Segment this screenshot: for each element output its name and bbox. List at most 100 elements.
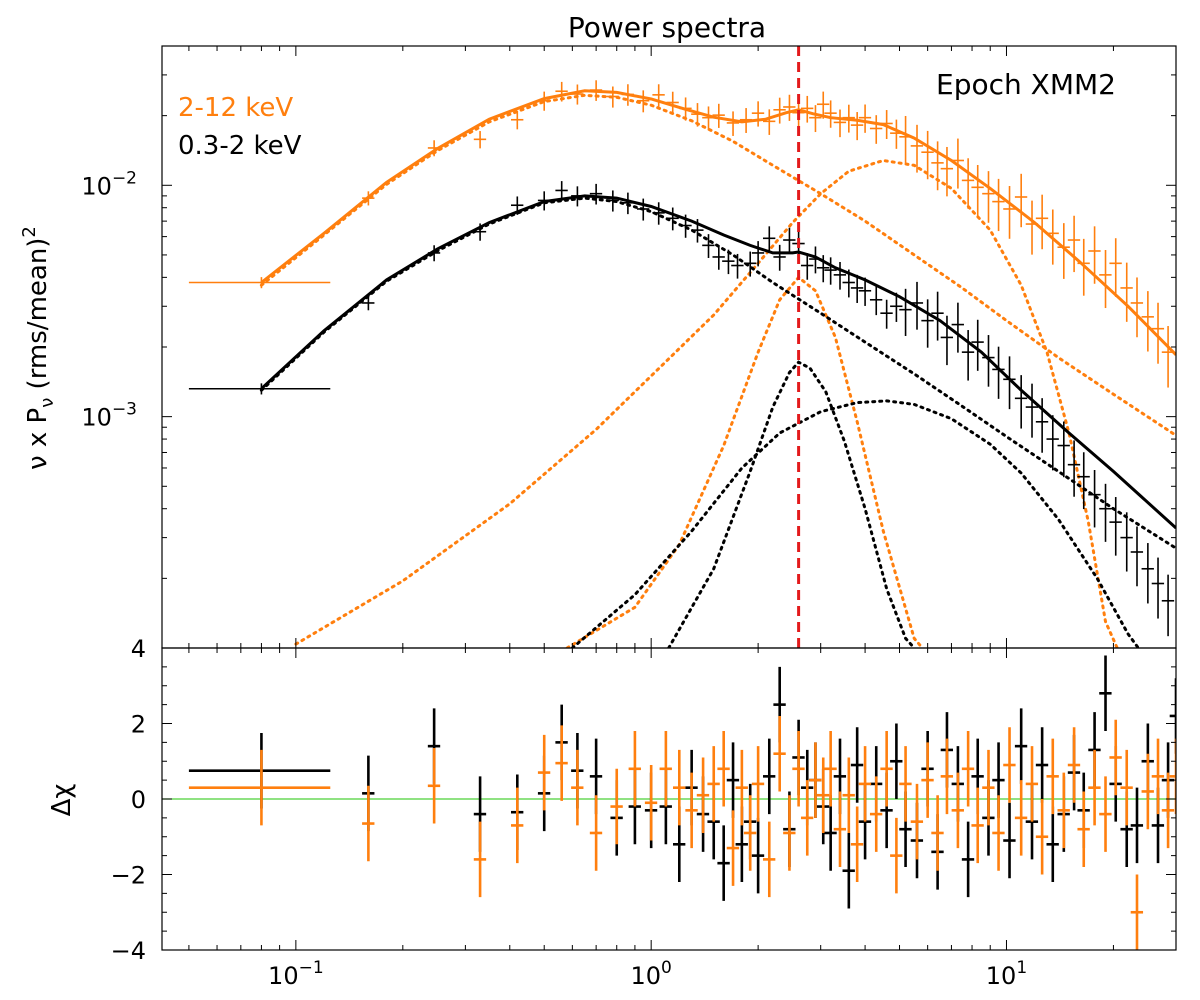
soft-data-point bbox=[783, 227, 796, 254]
hard-data-point bbox=[773, 97, 786, 124]
x-tick-exponent: 0 bbox=[661, 958, 672, 978]
soft-data-point bbox=[858, 277, 872, 306]
soft-data-point bbox=[869, 286, 883, 316]
hard-data-point bbox=[800, 95, 814, 123]
soft-data-point bbox=[555, 181, 568, 201]
hard-data-point bbox=[712, 103, 725, 128]
hard-residual-point bbox=[659, 731, 672, 807]
x-tick-label: 100 bbox=[630, 958, 671, 990]
hard-residual-point bbox=[869, 776, 883, 852]
soft-residual-point bbox=[1003, 802, 1016, 879]
hard-data-point bbox=[1067, 215, 1081, 273]
hard-residual-point bbox=[571, 749, 584, 826]
soft-residual-point bbox=[751, 817, 765, 894]
soft-data-point bbox=[940, 315, 954, 366]
soft-data-point bbox=[931, 291, 944, 341]
hard-residual-point bbox=[537, 734, 551, 811]
hard-residual-point bbox=[940, 738, 954, 815]
x-tick-base: 10 bbox=[986, 962, 1017, 990]
soft-data-point bbox=[1088, 469, 1101, 528]
soft-data-point bbox=[362, 296, 375, 311]
y-tick-label-top: 10−3 bbox=[81, 400, 137, 432]
y-label-part: (rms/mean) bbox=[23, 238, 53, 398]
soft-data-point bbox=[971, 319, 984, 371]
soft-data-point bbox=[751, 241, 765, 267]
hard-residual-point bbox=[982, 749, 995, 826]
hard-residual-point bbox=[880, 731, 893, 807]
hard-data-point bbox=[636, 90, 650, 113]
y-tick-base: 10 bbox=[81, 172, 112, 200]
hard-residual-point bbox=[783, 795, 796, 871]
hard-residual-point bbox=[842, 757, 855, 833]
y-tick-exponent: −3 bbox=[112, 400, 137, 420]
hard-residual-point bbox=[696, 757, 710, 833]
hard-residual-point bbox=[910, 783, 924, 860]
hard-residual-point bbox=[1109, 719, 1122, 796]
soft-residual-point bbox=[850, 727, 864, 803]
soft-data-point bbox=[722, 249, 735, 275]
hard-residual-point bbox=[824, 731, 837, 807]
soft-data-point bbox=[921, 299, 934, 348]
x-tick-exponent: 1 bbox=[1016, 958, 1027, 978]
soft-data-point bbox=[652, 202, 665, 225]
hard-data-point bbox=[869, 115, 883, 144]
soft-data-point bbox=[1046, 415, 1059, 471]
soft-component-3 bbox=[667, 360, 916, 648]
hard-residual-point bbox=[792, 731, 805, 807]
soft-residual-point bbox=[890, 723, 903, 799]
hard-component-2 bbox=[294, 158, 1119, 648]
top-plot-area bbox=[188, 80, 1176, 648]
hard-residual-point bbox=[726, 810, 740, 886]
soft-data-point bbox=[833, 262, 847, 290]
hard-residual-point bbox=[1099, 776, 1112, 852]
hard-data-point bbox=[1120, 262, 1133, 322]
top-panel bbox=[161, 45, 1177, 649]
soft-data-point bbox=[824, 257, 837, 285]
hard-data-point bbox=[940, 146, 954, 197]
hard-data-point bbox=[1014, 173, 1028, 228]
hard-data-point bbox=[606, 86, 619, 108]
soft-data-point bbox=[1141, 543, 1154, 604]
soft-residual-point bbox=[842, 832, 855, 909]
residual-panel bbox=[161, 647, 1177, 951]
soft-data-point bbox=[666, 207, 679, 231]
y-tick-label-bottom: 0 bbox=[131, 786, 146, 814]
soft-residual-point bbox=[824, 795, 837, 871]
x-tick-exponent: −1 bbox=[299, 958, 324, 978]
hard-residual-point bbox=[951, 772, 964, 849]
hard-residual-point bbox=[762, 821, 776, 898]
hard-data-point bbox=[555, 81, 568, 102]
hard-residual-point bbox=[833, 791, 847, 867]
x-tick-base: 10 bbox=[630, 962, 661, 990]
hard-data-point bbox=[511, 110, 524, 130]
hard-residual-point bbox=[644, 765, 658, 841]
hard-data-point bbox=[910, 124, 924, 173]
soft-residual-point bbox=[717, 825, 730, 901]
y-label-subscript: ν bbox=[37, 398, 58, 408]
hard-residual-point bbox=[858, 746, 872, 822]
hard-data-point bbox=[850, 112, 864, 141]
hard-residual-point bbox=[751, 746, 765, 822]
hard-data-point bbox=[899, 115, 912, 164]
hard-data-point bbox=[1035, 194, 1049, 250]
hard-residual-point bbox=[555, 725, 568, 801]
y-tick-label-bottom: 4 bbox=[131, 635, 146, 663]
hard-data-point bbox=[751, 101, 765, 127]
hard-residual-point bbox=[1057, 772, 1070, 849]
chart-title: Power spectra bbox=[568, 11, 766, 44]
hard-residual-point bbox=[1120, 749, 1133, 826]
hard-residual-point bbox=[816, 757, 830, 833]
soft-data-point bbox=[589, 183, 603, 205]
hard-data-point bbox=[824, 100, 837, 128]
hard-residual-point bbox=[899, 746, 912, 822]
soft-component-2 bbox=[570, 399, 1140, 648]
soft-data-point bbox=[606, 190, 619, 212]
hard-data-point bbox=[816, 91, 830, 119]
hard-residual-point bbox=[735, 749, 748, 826]
hard-data-point bbox=[762, 109, 776, 135]
hard-data-point bbox=[726, 111, 740, 136]
soft-data-point bbox=[1161, 574, 1175, 637]
soft-residual-point bbox=[1046, 806, 1059, 883]
soft-residual-point bbox=[726, 742, 740, 818]
soft-data-point bbox=[702, 234, 715, 258]
